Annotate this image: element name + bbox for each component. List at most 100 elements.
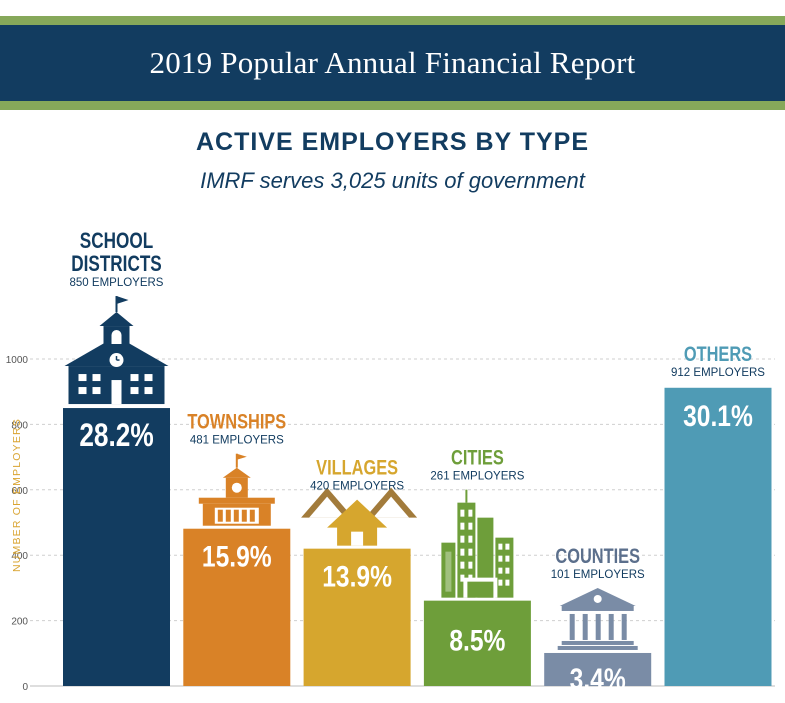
category-name: CITIES (451, 446, 504, 469)
category-name: COUNTIES (555, 544, 640, 567)
tower-right (495, 537, 514, 598)
school-window (78, 374, 87, 382)
y-tick-label: 1000 (6, 355, 29, 366)
bar (664, 387, 772, 686)
school-window (130, 387, 139, 395)
courthouse-step (561, 640, 634, 645)
school-window (144, 374, 153, 382)
left-house-roof-inner (309, 496, 346, 518)
employers-count: 420 EMPLOYERS (310, 481, 404, 493)
hall-window (233, 509, 239, 522)
employers-count: 261 EMPLOYERS (430, 471, 524, 483)
tower-window (460, 574, 465, 582)
y-tick-label: 400 (11, 551, 28, 562)
tower-window (505, 555, 510, 562)
school-window (78, 387, 87, 395)
y-tick-label: 600 (11, 486, 28, 497)
hall-tower-roof (222, 467, 251, 478)
school-tower-roof (99, 312, 134, 327)
tower-window (460, 548, 465, 556)
tower-window (468, 561, 473, 569)
center-house-roof (327, 499, 388, 528)
courthouse-emblem (593, 594, 602, 603)
tower-window (468, 509, 473, 517)
school-roof (64, 336, 169, 367)
bar (63, 408, 170, 686)
courthouse-column (621, 613, 627, 640)
center-house-door (351, 531, 364, 546)
hall-cornice (198, 497, 275, 504)
percent-label: 28.2% (79, 419, 153, 454)
tower-window (468, 535, 473, 543)
report-title: 2019 Popular Annual Financial Report (149, 45, 636, 80)
tower-window (460, 522, 465, 530)
school-bell (111, 330, 122, 345)
percent-label: 13.9% (322, 559, 392, 593)
courthouse-column (582, 613, 588, 640)
category-name: TOWNSHIPS (187, 410, 286, 433)
tower-window (498, 543, 503, 550)
infographic-subtitle: IMRF serves 3,025 units of government (200, 168, 585, 193)
tower-window (460, 535, 465, 543)
bar (183, 528, 291, 686)
employers-count: 101 EMPLOYERS (551, 569, 645, 581)
category-name-line2: DISTRICTS (71, 252, 162, 277)
bar (423, 600, 531, 686)
hall-window (241, 509, 247, 522)
y-tick-label: 200 (11, 617, 28, 628)
school-window (92, 374, 101, 382)
school-window (130, 374, 139, 382)
employers-count: 481 EMPLOYERS (190, 435, 284, 447)
tower-window (498, 567, 503, 574)
tower-left (441, 542, 456, 598)
tower-window (498, 555, 503, 562)
bar-group: 13.9% 420 EMPLOYERS VILLAGES (301, 456, 418, 686)
header-top-band (0, 16, 785, 25)
tower-window (460, 561, 465, 569)
bar-group: 3.4% 101 EMPLOYERS COUNTIES (544, 544, 652, 696)
school-flag (116, 296, 129, 305)
hall-window (249, 509, 255, 522)
infographic-title: ACTIVE EMPLOYERS BY TYPE (195, 128, 590, 156)
tower-window (505, 567, 510, 574)
courthouse-base (557, 645, 638, 650)
percent-label: 30.1% (683, 398, 753, 432)
category-name: VILLAGES (316, 456, 398, 479)
y-tick-label: 0 (22, 682, 28, 693)
tower-window (468, 548, 473, 556)
school-window (92, 387, 101, 395)
employers-count: 850 EMPLOYERS (70, 277, 164, 289)
school-window (144, 387, 153, 395)
percent-label: 8.5% (449, 623, 505, 657)
percent-label: 3.4% (570, 662, 626, 696)
hall-clock (231, 482, 242, 493)
hall-flag (236, 453, 247, 460)
employers-count: 912 EMPLOYERS (671, 367, 765, 379)
report-header: 2019 Popular Annual Financial Report (0, 25, 785, 101)
tower-window (505, 579, 510, 586)
school-door (111, 380, 122, 405)
tower-window (498, 579, 503, 586)
right-house-roof-inner (373, 496, 410, 518)
percent-label: 15.9% (202, 539, 272, 573)
hall-window (217, 509, 223, 522)
bar-group: 15.9% 481 EMPLOYERS TOWNSHIPS (183, 410, 291, 686)
tower-stripe (445, 551, 452, 592)
bar-group: 8.5% 261 EMPLOYERS CITIES (423, 446, 531, 686)
bar-group: 30.1% 912 EMPLOYERS OTHERS (664, 342, 772, 686)
plaza-building (467, 581, 494, 598)
header-bottom-band (0, 101, 785, 110)
tower-window (460, 509, 465, 517)
category-name-line1: SCHOOL (80, 229, 153, 254)
courthouse-column (569, 613, 575, 640)
courthouse-entablature (561, 605, 634, 611)
courthouse-column (608, 613, 614, 640)
y-tick-label: 800 (11, 420, 28, 431)
hall-window (225, 509, 231, 522)
bar (303, 548, 411, 686)
tower-window (468, 522, 473, 530)
y-axis-label: NUMBER OF EMPLOYERS (11, 418, 23, 572)
tower-window (505, 543, 510, 550)
